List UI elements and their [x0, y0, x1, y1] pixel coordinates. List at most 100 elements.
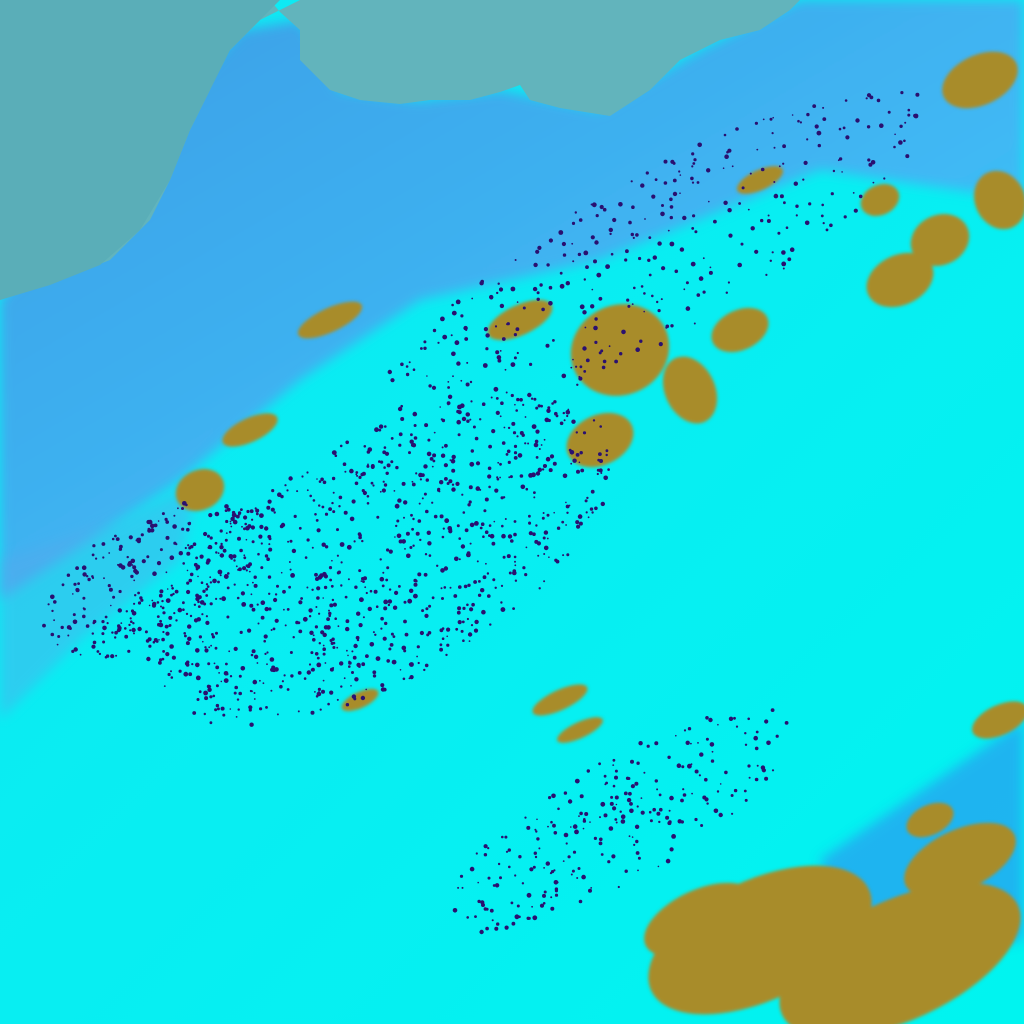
speckle: [296, 490, 299, 493]
speckle: [386, 548, 390, 552]
speckle: [554, 887, 559, 891]
speckle: [541, 307, 545, 312]
speckle: [373, 589, 378, 594]
speckle: [323, 625, 329, 630]
speckle: [358, 533, 362, 538]
speckle: [398, 443, 402, 447]
speckle: [591, 202, 597, 208]
speckle: [738, 202, 741, 205]
speckle: [223, 574, 229, 579]
speckle: [691, 227, 695, 230]
speckle: [845, 135, 850, 140]
speckle: [425, 509, 429, 514]
speckle: [185, 641, 190, 646]
cloud-patch: [662, 356, 718, 424]
speckle: [355, 473, 358, 476]
cloud-patch: [566, 412, 634, 468]
speckle: [542, 464, 547, 468]
cloud-patch: [644, 882, 756, 958]
speckle: [91, 575, 94, 578]
speckle: [770, 708, 775, 712]
speckle: [268, 547, 273, 552]
speckle: [546, 408, 551, 413]
speckle: [249, 509, 254, 514]
speckle: [367, 606, 372, 612]
speckle: [219, 554, 222, 557]
speckle: [593, 836, 598, 841]
speckle: [539, 903, 545, 908]
speckle: [183, 671, 189, 677]
speckle: [563, 832, 569, 838]
speckle: [233, 583, 236, 586]
speckle: [713, 219, 717, 224]
speckle: [351, 650, 354, 653]
speckle: [586, 769, 590, 773]
speckle: [316, 596, 320, 600]
speckle: [380, 683, 385, 688]
speckle: [458, 585, 462, 589]
speckle: [549, 872, 553, 875]
speckle: [443, 586, 447, 589]
speckle: [536, 837, 540, 841]
speckle: [247, 525, 251, 529]
speckle: [317, 687, 321, 692]
speckle: [565, 504, 570, 509]
speckle: [802, 178, 805, 181]
speckle: [628, 791, 632, 796]
speckle: [733, 788, 738, 793]
speckle: [799, 121, 803, 124]
speckle: [464, 528, 469, 533]
speckle: [340, 561, 343, 564]
speckle: [525, 487, 529, 491]
speckle: [151, 603, 157, 608]
speckle: [50, 594, 55, 600]
speckle: [630, 784, 636, 789]
speckle: [538, 448, 541, 450]
speckle: [182, 562, 185, 565]
speckle: [169, 644, 174, 649]
speckle: [82, 596, 86, 600]
speckle: [246, 564, 251, 569]
speckle: [620, 819, 626, 824]
speckle: [578, 376, 583, 381]
speckle: [756, 148, 759, 151]
speckle: [724, 770, 728, 775]
speckle: [708, 200, 710, 203]
speckle: [516, 351, 519, 355]
speckle: [629, 808, 634, 814]
speckle: [691, 181, 695, 184]
speckle: [894, 133, 896, 136]
speckle: [614, 359, 618, 364]
speckle: [189, 545, 193, 549]
speckle: [512, 607, 515, 610]
speckle: [832, 169, 836, 173]
speckle: [225, 519, 229, 524]
speckle: [354, 481, 359, 486]
speckle: [170, 676, 174, 679]
speckle: [754, 777, 759, 782]
speckle: [394, 536, 396, 538]
speckle: [504, 835, 508, 839]
speckle: [690, 763, 693, 766]
speckle: [747, 764, 751, 768]
speckle: [593, 325, 598, 331]
speckle: [312, 634, 315, 637]
speckle: [633, 843, 636, 847]
speckle: [552, 339, 555, 342]
speckle: [370, 481, 374, 485]
speckle: [469, 418, 472, 421]
speckle: [71, 649, 75, 654]
speckle: [188, 578, 193, 583]
speckle: [612, 784, 616, 788]
speckle: [510, 362, 516, 367]
speckle: [397, 498, 402, 503]
cloud-patches: [175, 51, 1024, 1024]
speckle: [301, 475, 304, 478]
speckle: [332, 491, 335, 494]
speckle: [460, 629, 464, 633]
speckle: [349, 468, 354, 474]
speckle: [570, 462, 573, 465]
speckle: [336, 554, 339, 557]
speckle: [211, 633, 214, 636]
speckle: [209, 721, 213, 725]
